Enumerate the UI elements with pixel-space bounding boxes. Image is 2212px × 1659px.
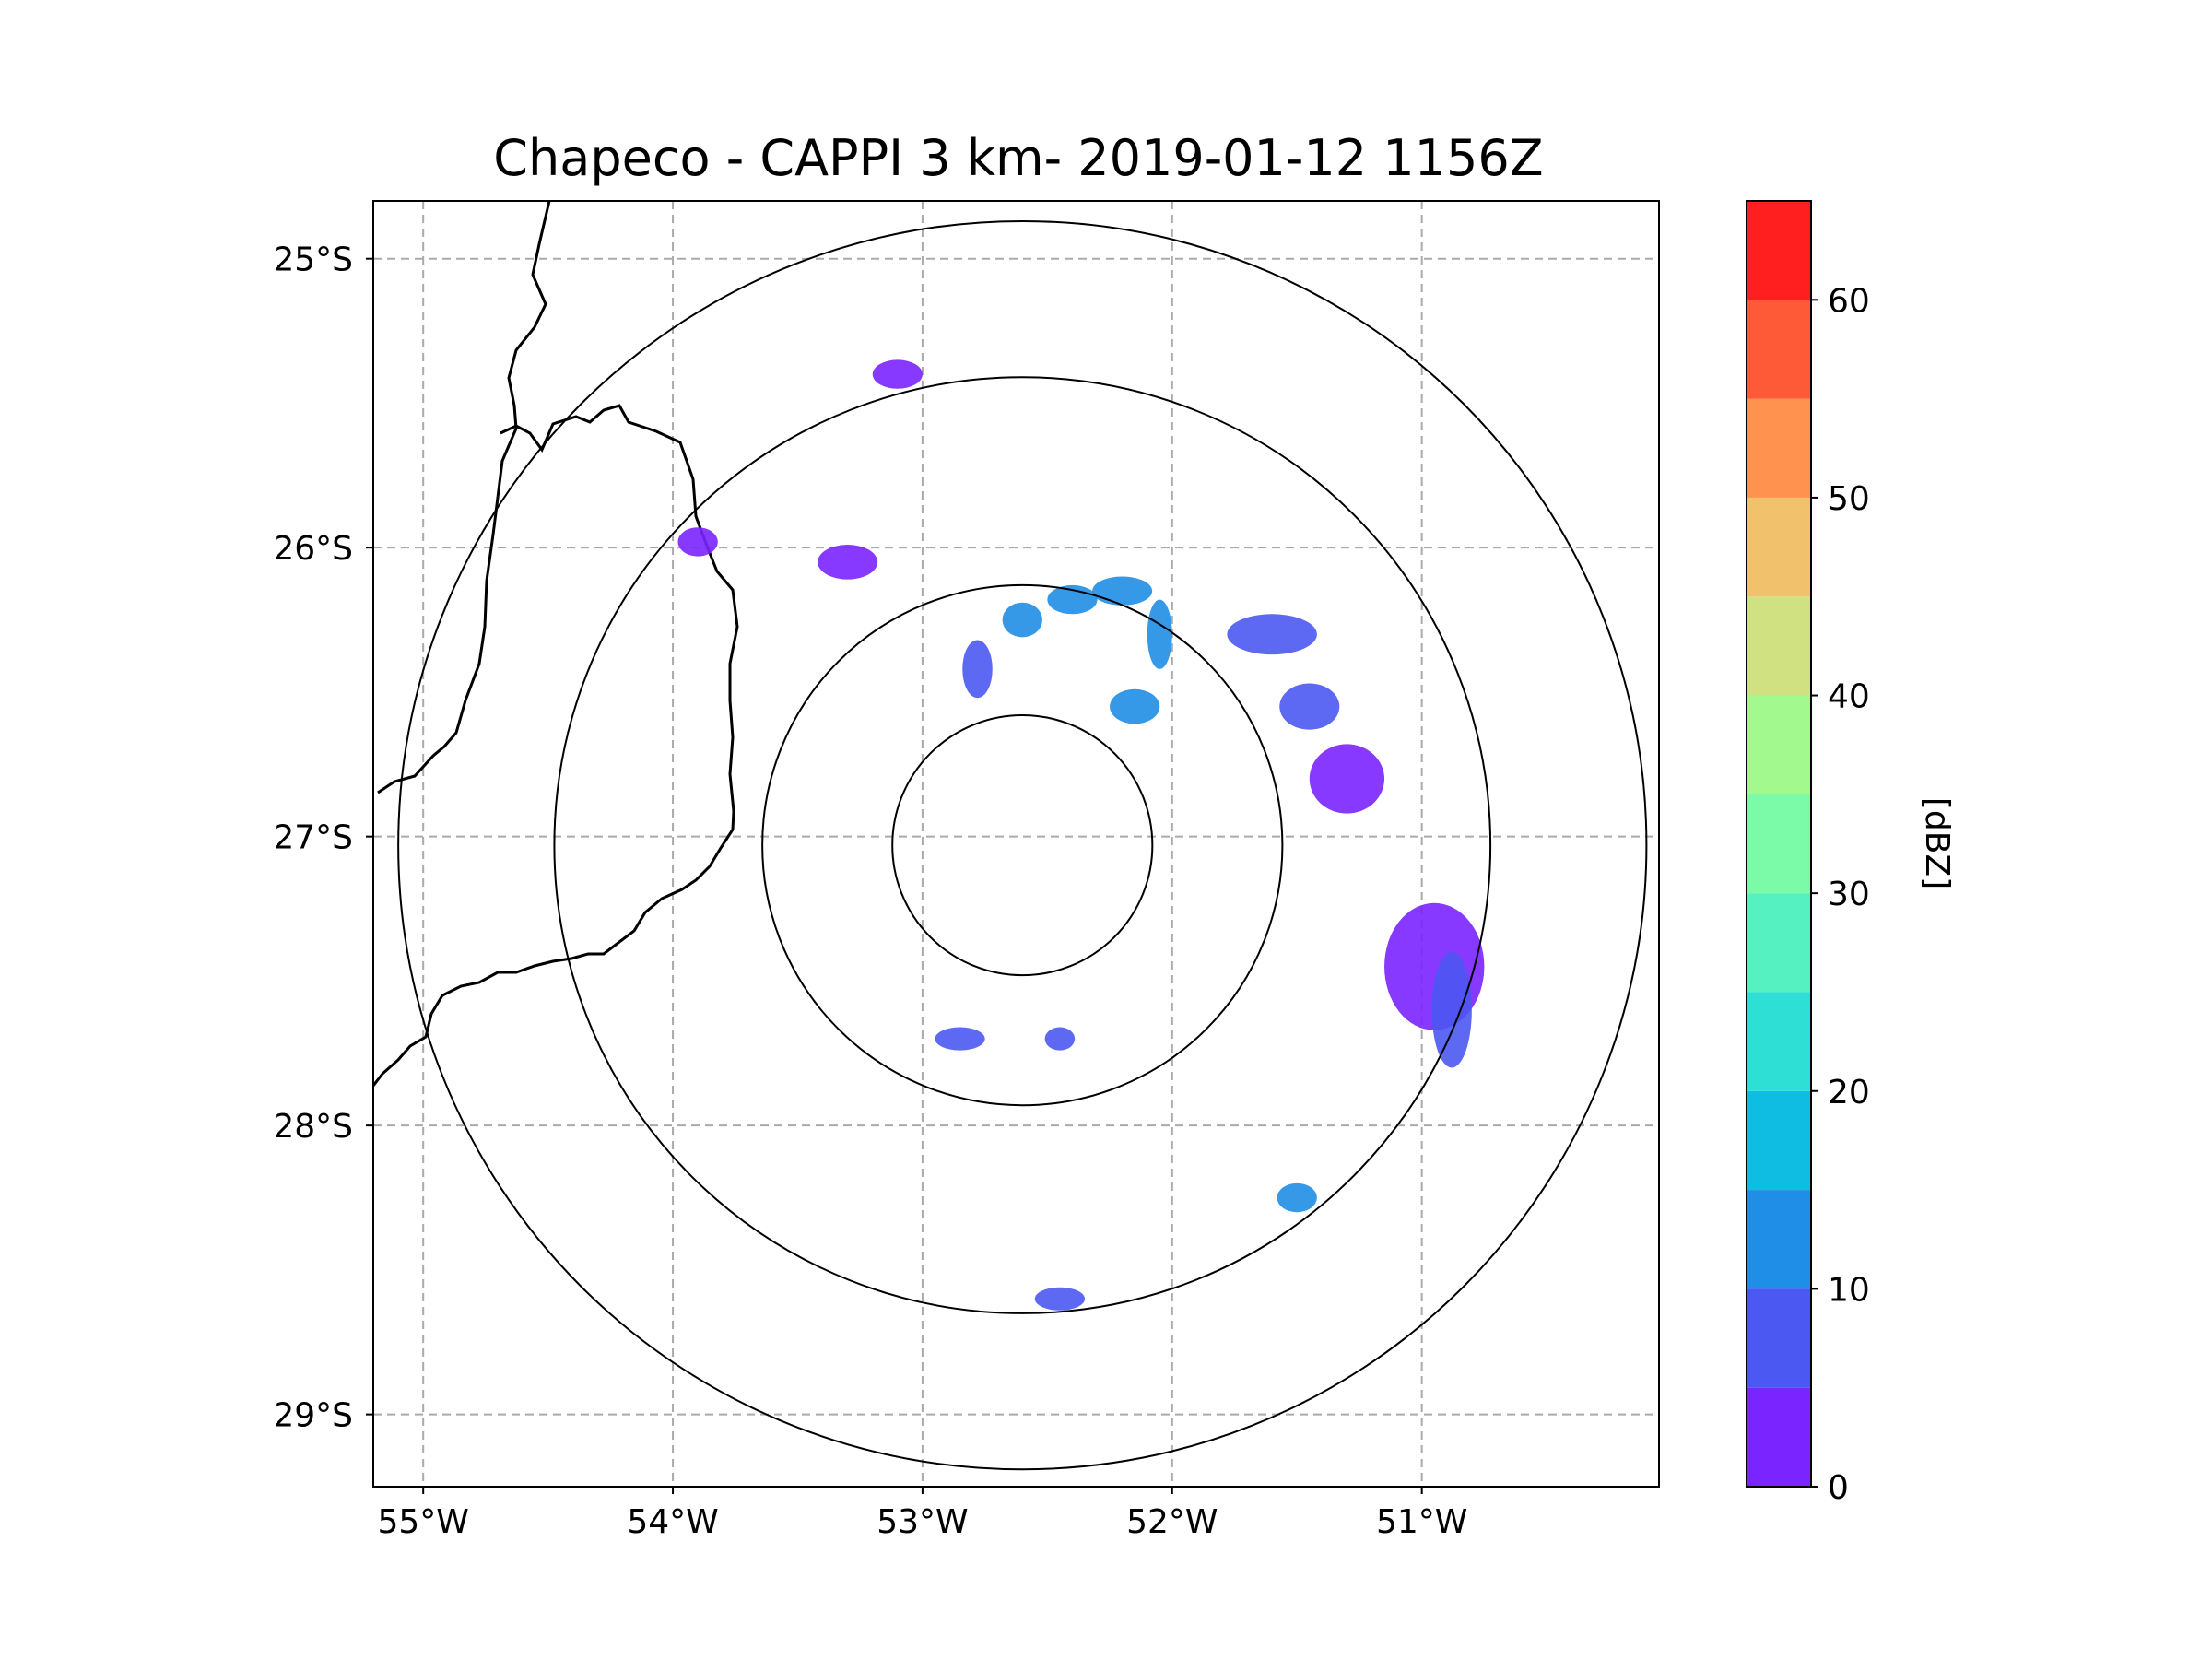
range-ring-2 (553, 376, 1492, 1314)
colorbar-tick-label-0: 0 (1828, 1469, 1849, 1507)
colorbar-bin-6 (1747, 794, 1811, 894)
colorbar-bin-12 (1747, 201, 1811, 300)
x-tick-label-1: 54°W (627, 1503, 718, 1541)
x-tick-label-3: 52°W (1126, 1503, 1218, 1541)
colorbar-bin-8 (1747, 596, 1811, 696)
range-ring-0 (891, 714, 1154, 977)
border-line-main (373, 404, 739, 1087)
echo-0 (1110, 688, 1160, 724)
echo-7 (1309, 744, 1385, 814)
echo-3 (1002, 602, 1042, 638)
y-tick-label-0: 25°S (273, 241, 353, 279)
y-tick-label-1: 26°S (273, 530, 353, 568)
colorbar-bin-9 (1747, 497, 1811, 597)
colorbar-tick-label-1: 10 (1828, 1271, 1870, 1309)
colorbar-tick-label-2: 20 (1828, 1074, 1870, 1112)
colorbar-tick-label-5: 50 (1828, 480, 1870, 518)
y-tick-label-3: 28°S (273, 1108, 353, 1146)
echo-13 (872, 359, 923, 389)
range-ring-1 (761, 583, 1284, 1107)
colorbar-frame (1746, 200, 1812, 1488)
border-line-west (377, 201, 551, 794)
colorbar-bin-3 (1747, 1090, 1811, 1191)
colorbar: 0 10 20 30 40 50 60 [dBZ] (1746, 200, 1956, 1507)
echo-16 (1277, 1182, 1317, 1213)
coastline-borders (373, 201, 739, 1087)
x-tick-label-4: 51°W (1376, 1503, 1467, 1541)
chart-title: Chapeco - CAPPI 3 km- 2019-01-12 1156Z (493, 129, 1543, 187)
echo-4 (962, 640, 993, 699)
colorbar-bin-11 (1747, 300, 1811, 399)
echo-12 (677, 527, 718, 557)
colorbar-tick-label-4: 40 (1828, 678, 1870, 716)
echo-10 (1431, 952, 1472, 1068)
colorbar-bin-4 (1747, 992, 1811, 1091)
colorbar-bin-7 (1747, 695, 1811, 794)
reflectivity-echoes (677, 359, 1485, 1311)
x-tick-label-0: 55°W (377, 1503, 468, 1541)
range-ring-3 (397, 219, 1648, 1471)
colorbar-bin-5 (1747, 893, 1811, 993)
y-axis-ticks: 25°S 26°S 27°S 28°S 29°S (273, 241, 373, 1435)
colorbar-tick-label-3: 30 (1828, 876, 1870, 913)
colorbar-bin-10 (1747, 398, 1811, 498)
colorbar-ticks: 0 10 20 30 40 50 60 (1811, 282, 1870, 1507)
echo-11 (818, 545, 878, 580)
colorbar-bin-1 (1747, 1288, 1811, 1388)
map-area: 55°W 54°W 53°W 52°W 51°W 25°S 26°S 27°S 28°S 29°… (273, 200, 1660, 1541)
y-tick-label-4: 29°S (273, 1397, 353, 1435)
echo-14 (935, 1027, 985, 1051)
colorbar-tick-label-6: 60 (1828, 282, 1870, 320)
echo-1 (1092, 576, 1153, 606)
echo-6 (1227, 614, 1317, 655)
map-frame (372, 200, 1660, 1488)
echo-17 (1034, 1287, 1085, 1311)
colorbar-bin-2 (1747, 1190, 1811, 1289)
range-rings (397, 219, 1648, 1471)
colorbar-label: [dBZ] (1918, 797, 1956, 889)
colorbar-bin-0 (1747, 1387, 1811, 1487)
x-tick-label-2: 53°W (877, 1503, 968, 1541)
y-tick-label-2: 27°S (273, 819, 353, 857)
echo-8 (1279, 683, 1340, 730)
graticule (373, 201, 1659, 1487)
x-axis-ticks: 55°W 54°W 53°W 52°W 51°W (377, 1487, 1467, 1541)
echo-15 (1044, 1027, 1076, 1051)
echo-2 (1147, 599, 1172, 669)
